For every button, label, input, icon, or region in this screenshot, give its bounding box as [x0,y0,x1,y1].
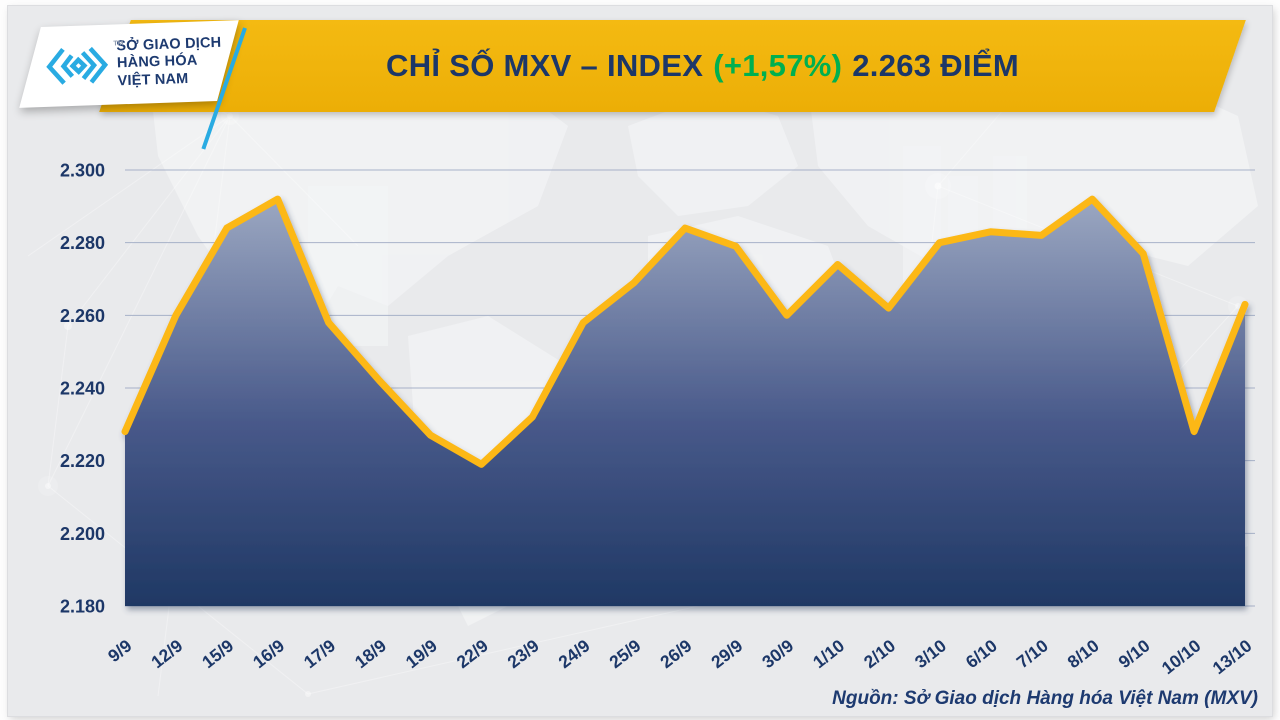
x-axis-tick-label: 17/9 [300,635,339,672]
title-index-value: 2.263 ĐIỂM [852,48,1019,83]
x-axis-tick-label: 24/9 [554,635,593,672]
x-axis-tick-label: 19/9 [402,635,441,672]
y-axis-tick-label: 2.180 [60,597,105,617]
x-axis-tick-label: 23/9 [504,635,543,672]
title-change-percent: (+1,57%) [713,48,843,83]
mxv-logo-inner: TM SỞ GIAO DỊCH HÀNG HÓA VIỆT NAM [29,21,230,108]
x-axis-tick-label: 25/9 [605,635,644,672]
index-chart: 2.300 2.280 2.260 2.240 2.220 2.200 2.180 9/9 12… [60,161,1256,679]
x-axis-tick-label: 6/10 [962,635,1001,672]
x-axis-tick-label: 7/10 [1013,635,1052,672]
source-credit: Nguồn: Sở Giao dịch Hàng hóa Việt Nam (M… [832,688,1258,709]
x-axis-tick-label: 8/10 [1064,635,1103,672]
x-axis-tick-label: 13/10 [1209,635,1256,678]
title-text: CHỈ SỐ MXV – INDEX [386,48,704,83]
y-axis-tick-label: 2.220 [60,451,105,471]
chart-title: CHỈ SỐ MXV – INDEX (+1,57%) 2.263 ĐIỂM [115,20,1230,112]
index-area-fill [125,199,1245,606]
x-axis-tick-label: 30/9 [758,635,797,672]
x-axis-tick-label: 3/10 [911,635,950,672]
series-group [121,195,1249,606]
mxv-logo-icon [46,46,109,85]
x-axis-tick-label: 12/9 [147,635,186,672]
y-axis-tick-label: 2.260 [60,306,105,326]
x-axis-tick-label: 15/9 [198,635,237,672]
mxv-logo: TM SỞ GIAO DỊCH HÀNG HÓA VIỆT NAM [19,20,239,108]
x-axis-tick-label: 18/9 [351,635,390,672]
x-axis-tick-label: 26/9 [656,635,695,672]
x-axis-tick-label: 9/10 [1114,635,1153,672]
x-axis-tick-label: 10/10 [1158,635,1205,678]
x-axis-tick-label: 16/9 [249,635,288,672]
x-axis-tick-label: 29/9 [707,635,746,672]
title-banner: CHỈ SỐ MXV – INDEX (+1,57%) 2.263 ĐIỂM [99,20,1246,112]
y-axis-tick-label: 2.240 [60,379,105,399]
x-axis-tick-label: 9/9 [104,635,136,666]
x-axis-tick-label: 1/10 [809,635,848,672]
x-axis-tick-label: 22/9 [453,635,492,672]
index-line [121,195,1249,468]
y-axis-tick-label: 2.280 [60,233,105,253]
logo-text-line3: VIỆT NAM [117,70,189,89]
y-axis-tick-label: 2.200 [60,524,105,544]
y-axis-tick-label: 2.300 [60,161,105,181]
trademark-symbol: TM [113,40,124,48]
mxv-logo-text: SỞ GIAO DỊCH HÀNG HÓA VIỆT NAM [116,35,223,90]
x-axis-tick-label: 2/10 [860,635,899,672]
